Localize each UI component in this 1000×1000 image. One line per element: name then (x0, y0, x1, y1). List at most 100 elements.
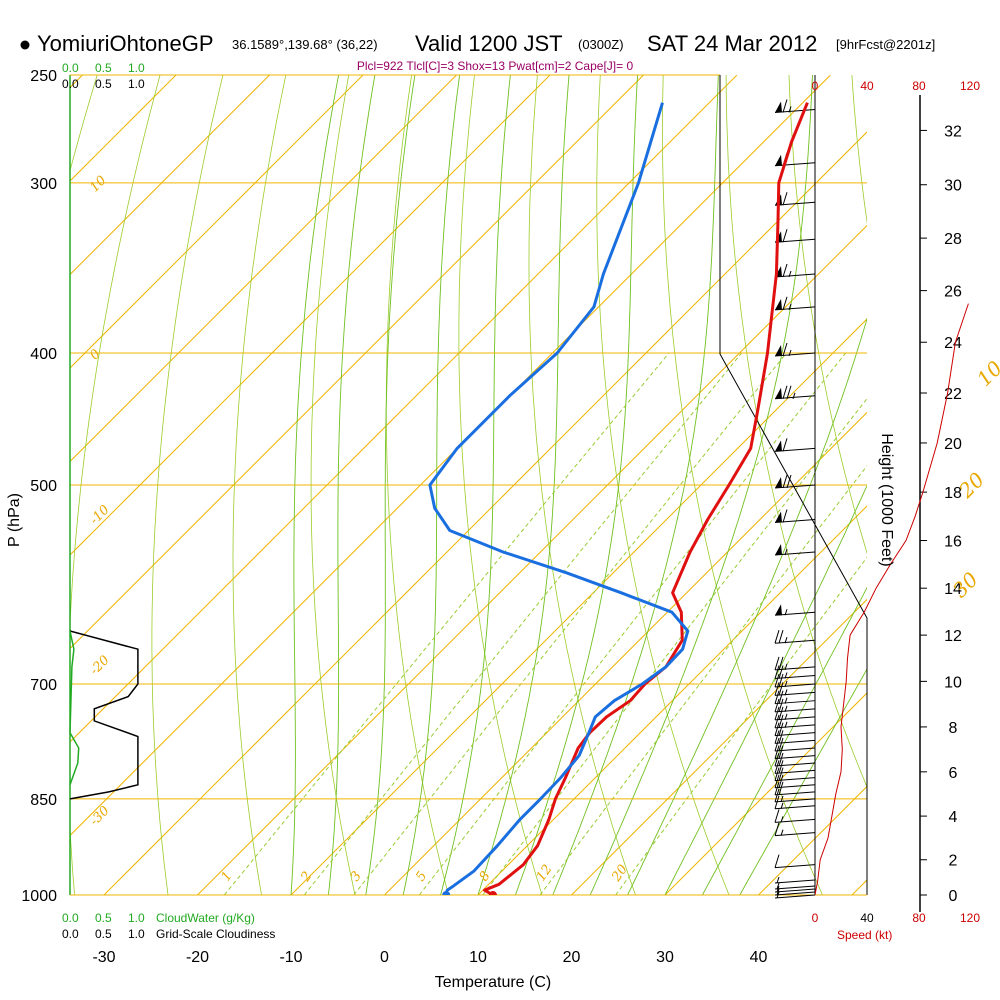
cloudwater-axis-top: 0.0 0.5 1.0 0.0 0.5 1.0 (62, 61, 145, 91)
wind-barb-half-flag (776, 882, 780, 890)
chart-header: YomiuriOhtoneGP 36.1589°,139.68° (36,22)… (20, 31, 935, 73)
wind-barb (774, 745, 816, 760)
wind-barb-flag (778, 714, 784, 728)
wind-barb-flag (774, 795, 780, 809)
temperature-tick-label: -10 (279, 949, 302, 966)
wind-barb-shaft (774, 755, 816, 760)
wind-barb-flag (786, 385, 792, 399)
wind-barb-pennant (775, 440, 782, 452)
wind-barb (774, 99, 816, 113)
pressure-tick-label: 400 (30, 346, 57, 363)
height-tick-label: 4 (949, 809, 958, 826)
wind-barb-half-flag (788, 303, 792, 311)
surface-temperature-point (488, 891, 497, 895)
stability-indices: Plcl=922 Tlcl[C]=3 Shox=13 Pwat[cm]=2 Ca… (357, 59, 634, 73)
wind-barb-flag (778, 745, 784, 759)
wind-barb (774, 604, 816, 616)
wind-barb-half-flag (784, 609, 788, 616)
wind-barb-flag (782, 296, 788, 311)
speed-tick-bottom: 0 (812, 911, 819, 925)
wind-barb-shaft (774, 732, 816, 737)
moist-adiabat-line (440, 75, 511, 895)
speed-tick-bottom: 120 (960, 911, 980, 925)
temperature-tick-label: -30 (92, 949, 115, 966)
wind-barb (774, 737, 816, 752)
wind-barb (774, 767, 816, 782)
mixing-ratio-label: 3 (348, 869, 365, 884)
wind-barb-shaft (774, 739, 816, 744)
cloudwater-tick-top: 0.5 (95, 61, 112, 75)
wind-barb-half-flag (792, 392, 796, 399)
height-tick-label: 10 (944, 674, 962, 691)
dry-adiabat-line (151, 75, 224, 895)
height-tick-label: 18 (944, 485, 962, 502)
wind-barb-shaft (774, 769, 816, 774)
temperature-line (483, 102, 809, 895)
mixing-ratio-label: 2 (298, 869, 316, 885)
wind-barb-half-flag (784, 548, 788, 556)
wind-barb-flag (778, 690, 784, 704)
wind-barb-flag (774, 822, 780, 836)
wind-barb (774, 665, 816, 680)
wind-barb (774, 774, 816, 789)
dry-adiabat-line (596, 75, 730, 895)
wind-barb-shaft (774, 666, 816, 671)
wind-barb-flag (778, 682, 784, 696)
pressure-tick-label: 250 (30, 68, 57, 85)
wind-barb-pennant (775, 298, 782, 310)
height-tick-label: 20 (944, 436, 962, 453)
wind-barb (774, 752, 816, 767)
dry-adiabat-lines (70, 75, 867, 895)
wind-barb-shaft (774, 885, 816, 890)
wind-barb-flag (782, 438, 788, 452)
cloud-panel (69, 630, 139, 800)
cloudwater-tick-bottom: 0.5 (95, 911, 112, 925)
cloudiness-tick-bottom: 0.0 (62, 927, 79, 941)
height-tick-label: 22 (944, 386, 962, 403)
wind-barb-flag (778, 781, 784, 796)
dry-adiabat-line (725, 75, 867, 788)
pressure-axis: 250 300 400 500 700 850 1000 (21, 68, 57, 905)
wind-barb (774, 656, 816, 671)
wind-barb (774, 714, 816, 729)
wind-barb-flag (774, 809, 780, 823)
cloudiness-tick-top: 0.0 (62, 77, 79, 91)
wind-barb (774, 296, 816, 311)
wind-barb-flag (782, 385, 788, 399)
wind-barb-half-flag (784, 697, 788, 704)
wind-barb-flag (778, 706, 784, 721)
moist-adiabat-line (739, 668, 867, 895)
wind-barb-flag (778, 774, 784, 788)
speed-tick-top: 120 (960, 79, 980, 93)
pressure-tick-label: 700 (30, 677, 57, 694)
wind-barb-flag (774, 665, 780, 679)
wind-barb (774, 788, 816, 803)
wind-barb (774, 509, 816, 523)
wind-barb-flag (774, 714, 780, 728)
wind-barb-pennant (775, 154, 782, 166)
isotherm-line (571, 598, 867, 895)
height-axis-title: Height (1000 Feet) (878, 433, 895, 566)
temperature-tick-label: 30 (656, 949, 674, 966)
temperature-tick-label: 10 (469, 949, 487, 966)
wind-barb-flag (774, 656, 780, 671)
mixing-ratio-line (353, 352, 787, 895)
moist-adiabat-line (627, 317, 867, 895)
isotherm-line (664, 692, 867, 895)
temperature-tick-label: 40 (750, 949, 768, 966)
wind-barb-flag (774, 630, 780, 644)
wind-barb-flag (786, 474, 792, 489)
dry-adiabat-line (310, 75, 356, 895)
moist-adiabat-line (402, 75, 461, 895)
wind-barb-flag (774, 673, 780, 688)
wind-barb-flag (774, 737, 780, 752)
wind-barb-flag (774, 722, 780, 736)
y-axis-title: P (hPa) (6, 493, 23, 547)
wind-barb (774, 822, 816, 837)
wind-barb-shaft (774, 724, 816, 729)
moist-adiabat-lines (290, 75, 867, 895)
cloudwater-tick-top: 1.0 (128, 61, 145, 75)
moist-adiabat-line (664, 484, 867, 895)
